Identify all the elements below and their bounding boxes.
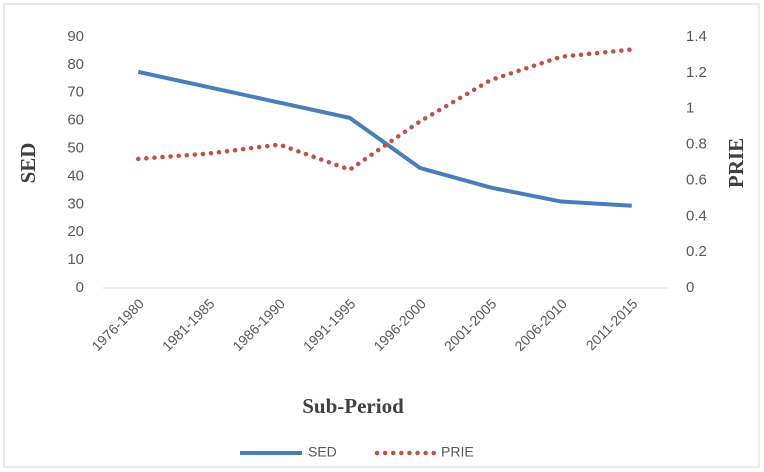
- legend-label: PRIE: [441, 444, 474, 460]
- y-tick-label: 0: [76, 279, 84, 296]
- y-tick-label: 10: [67, 251, 84, 268]
- y-tick-label: 20: [67, 223, 84, 240]
- y-tick-label: 60: [67, 112, 84, 129]
- y2-tick-label: 0.2: [686, 243, 707, 260]
- legend-label: SED: [308, 444, 337, 460]
- y-tick-label: 70: [67, 84, 84, 101]
- y2-tick-label: 1.4: [686, 28, 707, 45]
- y2-tick-label: 0.4: [686, 207, 707, 224]
- y2-tick-label: 1.2: [686, 64, 707, 81]
- y-tick-label: 90: [67, 28, 84, 45]
- y-tick-label: 30: [67, 195, 84, 212]
- y2-tick-label: 0.8: [686, 136, 707, 153]
- y-tick-label: 80: [67, 56, 84, 73]
- series-line: [137, 69, 632, 208]
- y2-tick-label: 1: [686, 100, 694, 117]
- y2-tick-label: 0: [686, 279, 694, 296]
- y-axis-label: SED: [16, 143, 40, 184]
- y-tick-label: 40: [67, 167, 84, 184]
- chart-frame: [3, 3, 760, 468]
- y-tick-label: 50: [67, 140, 84, 157]
- x-axis-label: Sub-Period: [302, 394, 404, 418]
- y2-axis-label: PRIE: [724, 138, 748, 188]
- y2-tick-label: 0.6: [686, 171, 707, 188]
- series-line: [136, 47, 634, 172]
